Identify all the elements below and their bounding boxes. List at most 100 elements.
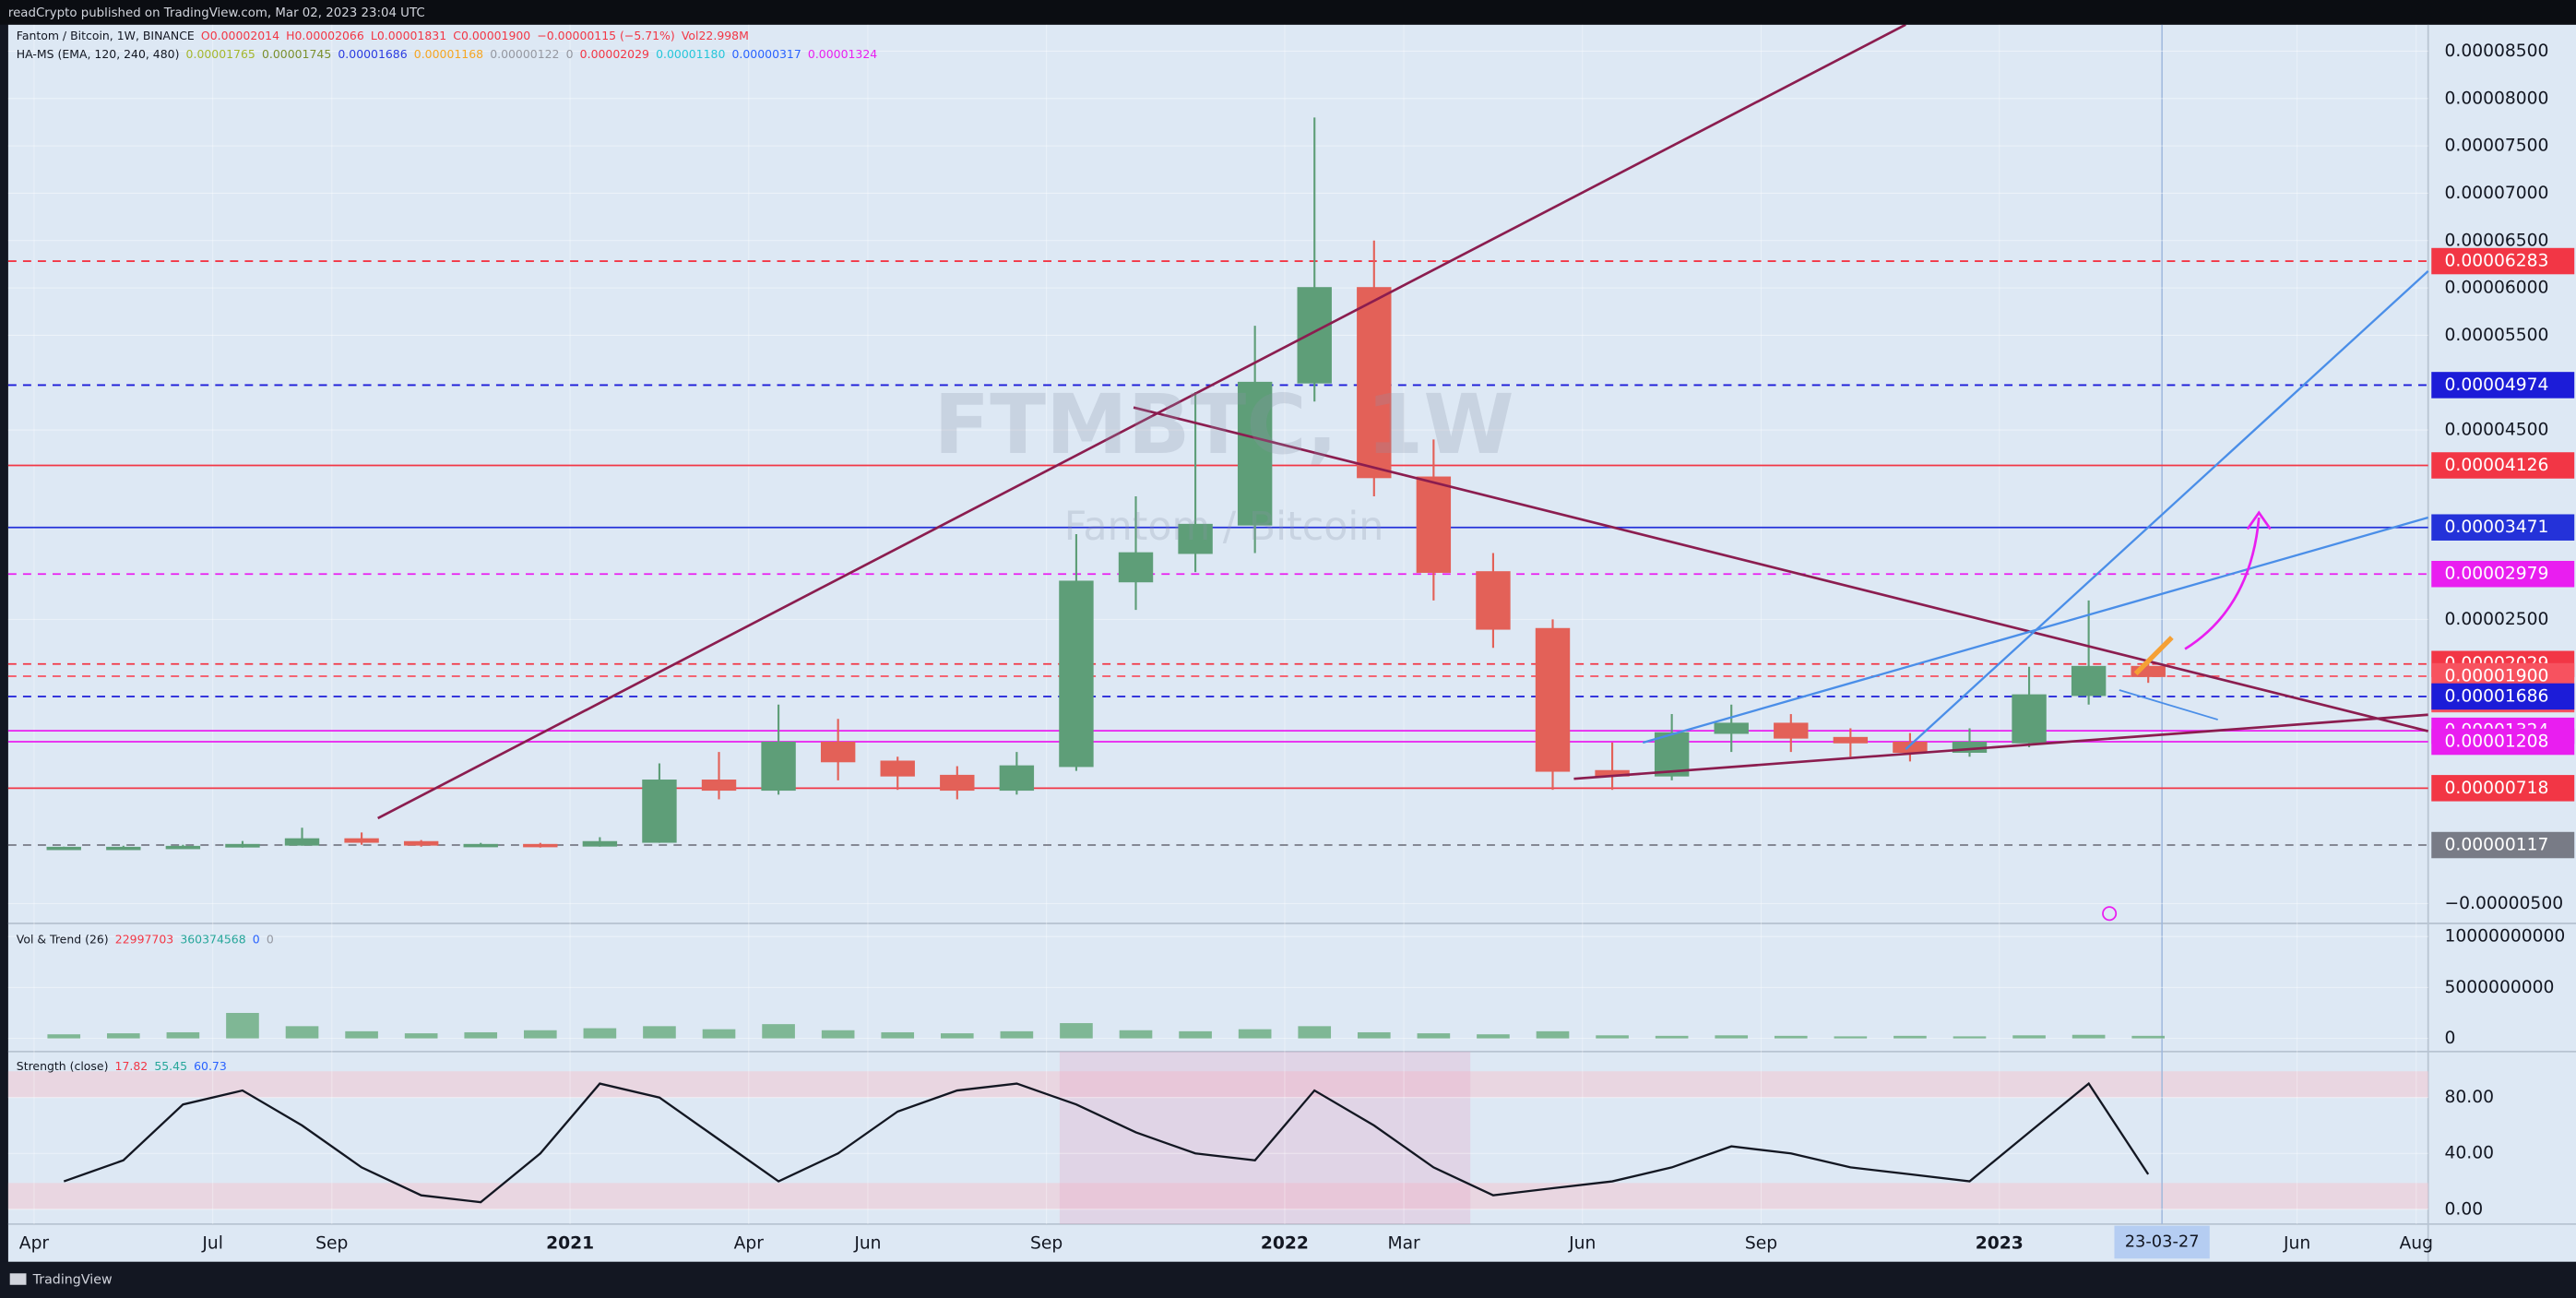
- pane-value: 55.45: [154, 1058, 187, 1072]
- indicator-value: 0.00001686: [338, 46, 407, 60]
- candle-body: [2071, 665, 2107, 697]
- trend-line: [1133, 406, 2429, 732]
- indicator-value: 0.00000317: [732, 46, 801, 60]
- pane-value: 0: [253, 932, 260, 946]
- pane-title: Vol & Trend (26): [17, 932, 109, 946]
- candle-body: [165, 845, 201, 850]
- indicator-legend: HA-MS (EMA, 120, 240, 480) 0.00001765 0.00…: [17, 46, 877, 60]
- y-tick-label: 0.00005500: [2445, 326, 2549, 345]
- arrow-head: [2246, 510, 2272, 530]
- volume-bar: [404, 1033, 438, 1039]
- candle-body: [1237, 381, 1273, 526]
- overbought-band: [7, 1071, 2428, 1098]
- price-tag-label: 0.00004974: [2445, 375, 2549, 395]
- y-tick-label: 0.00006000: [2445, 279, 2549, 298]
- price-tag: [2431, 775, 2575, 802]
- alert-icon: [2102, 906, 2118, 922]
- x-tick-label: Jun: [1568, 1234, 1596, 1254]
- volume-bar: [821, 1030, 855, 1039]
- arrow: [2133, 636, 2174, 676]
- strength-line: [63, 1081, 2150, 1204]
- volume-bar: [1357, 1031, 1391, 1039]
- y-tick-label: 10000000000: [2445, 927, 2566, 947]
- volume-bar: [1179, 1030, 1212, 1039]
- volume-bar: [583, 1028, 617, 1039]
- volume-bar: [2071, 1034, 2106, 1039]
- candle-body: [582, 840, 618, 847]
- candle-body: [403, 840, 439, 846]
- volume-bar: [345, 1030, 378, 1039]
- volume-bar: [47, 1034, 81, 1039]
- price-tag: [2431, 372, 2575, 399]
- volume-bar: [2131, 1035, 2166, 1039]
- ohlc-value: C0.00001900: [453, 29, 530, 42]
- volume-bar: [285, 1026, 319, 1039]
- ohlc-value: Vol22.998M: [682, 29, 749, 42]
- x-tick-label: 2022: [1261, 1234, 1309, 1254]
- price-axis: [2428, 24, 2576, 1262]
- volume-bar: [1774, 1035, 1808, 1039]
- candle-body: [1059, 580, 1094, 768]
- price-tag: [2431, 728, 2575, 756]
- x-tick-label: Sep: [1745, 1234, 1777, 1254]
- candle-body: [761, 741, 796, 792]
- ohlc-value: H0.00002066: [286, 29, 364, 42]
- watermark-subtitle: Fantom / Bitcoin: [1064, 504, 1384, 550]
- candle-body: [642, 780, 677, 843]
- candle-body: [1476, 571, 1511, 630]
- volume-bar: [1060, 1023, 1093, 1039]
- indicator-value: 0.00001745: [262, 46, 331, 60]
- candle-body: [1833, 736, 1869, 744]
- candle-body: [1297, 287, 1332, 384]
- candle-body: [2131, 665, 2166, 677]
- candle-body: [1893, 741, 1928, 754]
- volume-bar: [1893, 1035, 1927, 1039]
- indicator-value: 0.00001180: [656, 46, 725, 60]
- volume-bar: [643, 1026, 676, 1039]
- volume-bar: [1000, 1030, 1034, 1039]
- candle-body: [463, 843, 498, 848]
- volume-bar: [523, 1030, 557, 1039]
- ohlc-value: L0.00001831: [371, 29, 446, 42]
- candle-body: [1357, 287, 1392, 479]
- y-tick-label: 0.00008000: [2445, 89, 2549, 108]
- y-tick-label: −0.00000500: [2445, 894, 2564, 913]
- pane-title: Strength (close): [17, 1058, 109, 1072]
- publish-info: readCrypto published on TradingView.com,…: [8, 6, 425, 20]
- pane-legend: Vol & Trend (26) 22997703 360374568 0 0: [17, 932, 274, 946]
- price-tag: [2431, 514, 2575, 541]
- price-tag-label: 0.00002979: [2445, 565, 2549, 584]
- candle-body: [2012, 694, 2047, 744]
- price-tag-label: 0.00001208: [2445, 732, 2549, 752]
- indicator-value: 0: [566, 46, 574, 60]
- volume-bar: [1655, 1035, 1689, 1039]
- pane-value: 0: [267, 932, 274, 946]
- candle-body: [523, 843, 558, 848]
- volume-bar: [464, 1031, 498, 1039]
- pane-value: 17.82: [115, 1058, 148, 1072]
- candle-body: [880, 760, 915, 777]
- x-tick-label: Sep: [1030, 1234, 1062, 1254]
- indicator-value: 0.00002029: [580, 46, 649, 60]
- price-tag: [2431, 831, 2575, 859]
- arrow: [2119, 689, 2218, 720]
- price-tag: [2431, 452, 2575, 479]
- footer-brand: TradingView: [32, 1272, 113, 1287]
- plot-layer: [7, 24, 2428, 1224]
- top-bar: [0, 0, 2576, 25]
- crosshair-date: 23-03-27: [2125, 1232, 2200, 1251]
- y-tick-label: 40.00: [2445, 1144, 2495, 1163]
- x-tick-label: Apr: [734, 1234, 765, 1254]
- candle-body: [1714, 722, 1749, 734]
- y-tick-label: 0.00008500: [2445, 42, 2549, 61]
- price-tag: [2431, 560, 2575, 588]
- volume-bar: [1715, 1035, 1749, 1039]
- volume-bar: [107, 1033, 140, 1039]
- candle-body: [225, 843, 260, 848]
- x-tick-label: 2023: [1976, 1234, 2024, 1254]
- arrow: [2184, 517, 2261, 650]
- y-tick-label: 0.00: [2445, 1199, 2484, 1219]
- candle-body: [284, 838, 320, 846]
